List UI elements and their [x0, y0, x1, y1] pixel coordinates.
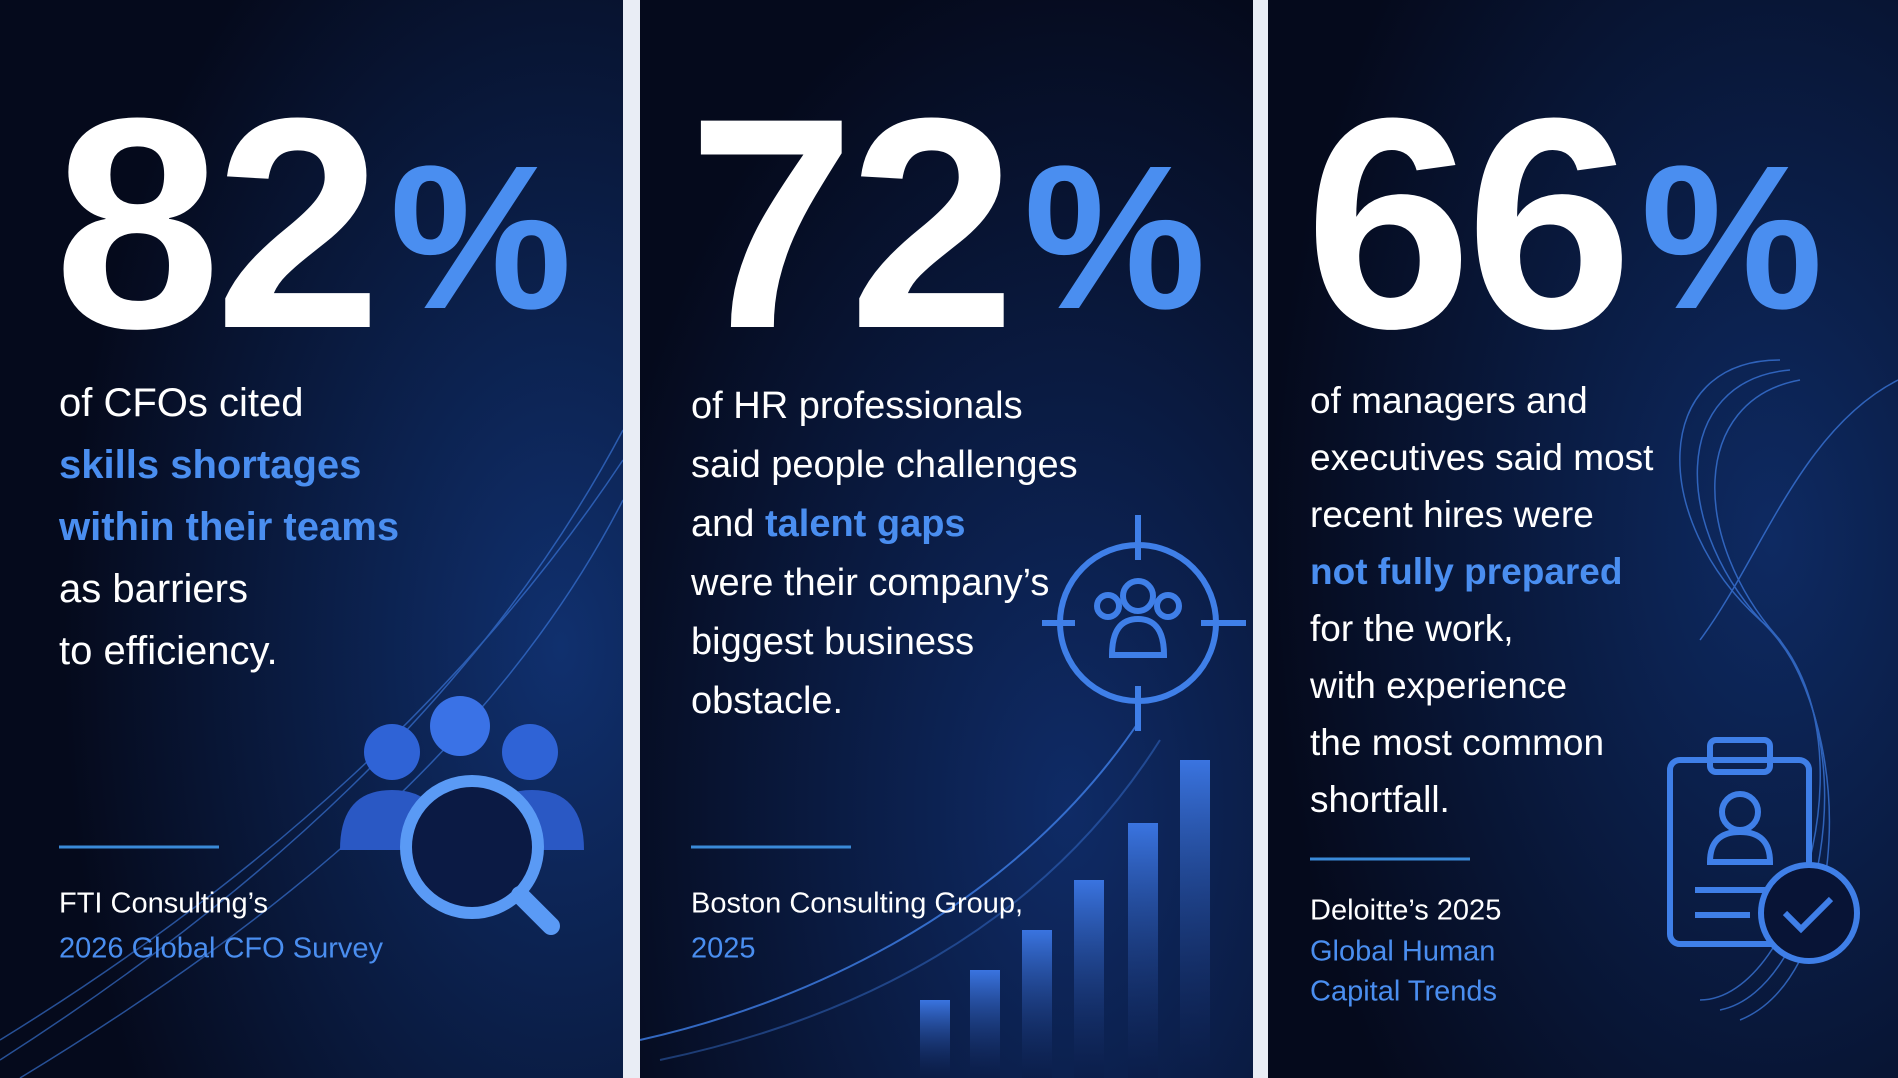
clipboard-icon	[1667, 737, 1860, 964]
description-line: for the work,	[1310, 608, 1514, 649]
target-icon	[1042, 515, 1246, 731]
description-text: for the work,	[1310, 608, 1514, 649]
panel-separator	[1253, 0, 1268, 1078]
panel-separator	[623, 0, 640, 1078]
stat-number: 72	[688, 55, 1010, 391]
source-text: Boston Consulting Group,	[691, 888, 1023, 920]
source-text: Deloitte’s 2025	[1310, 895, 1501, 927]
source-text: 2025	[691, 933, 756, 965]
description-line: executives said most	[1310, 437, 1654, 478]
description-line: recent hires were	[1310, 494, 1594, 535]
description-text: were their company’s	[690, 562, 1049, 604]
source-text: FTI Consulting’s	[59, 888, 268, 920]
stat-panel: 82 % of CFOs cited skills shortages within t…	[54, 55, 572, 965]
stat-number: 66	[1305, 55, 1627, 391]
stat-panel: 72 %of HR professionals said people challe…	[688, 55, 1206, 965]
description-text: with experience	[1309, 665, 1567, 706]
highlight-text: skills shortages	[59, 443, 361, 487]
description-line: were their company’s	[690, 562, 1049, 604]
description-line: skills shortages	[59, 443, 361, 487]
description-text: of HR professionals	[691, 385, 1023, 427]
description-line: the most common	[1310, 722, 1604, 763]
highlight-text: within their teams	[58, 505, 399, 549]
description-text: of CFOs cited	[59, 381, 304, 425]
description-text: shortfall.	[1310, 779, 1450, 820]
stat-panel: 66 % of managers and executives said most re…	[1305, 55, 1823, 1008]
stat-unit: %	[1024, 123, 1206, 352]
description-text: as barriers	[59, 567, 248, 611]
description-text: obstacle.	[691, 680, 843, 722]
description-line: said people challenges	[691, 444, 1078, 486]
description-text: biggest business	[691, 621, 974, 663]
description-line: obstacle.	[691, 680, 843, 722]
description-line: with experience	[1309, 665, 1567, 706]
people-search-icon	[340, 696, 584, 935]
description-line: as barriers	[59, 567, 248, 611]
description-line: to efficiency.	[59, 629, 278, 673]
source-text: Capital Trends	[1310, 976, 1497, 1008]
description-line: and talent gaps	[691, 503, 966, 545]
description-text: of managers and	[1310, 380, 1588, 421]
description-line: of HR professionals	[691, 385, 1023, 427]
source-text: 2026 Global CFO Survey	[59, 933, 383, 965]
growth-bars	[920, 760, 1210, 1078]
description-text: recent hires were	[1310, 494, 1594, 535]
description-text: said people challenges	[691, 444, 1078, 486]
source-text: Global Human	[1310, 936, 1495, 968]
stat-unit: %	[1641, 123, 1823, 352]
description-text: and	[691, 503, 765, 545]
stat-number: 82	[54, 55, 376, 391]
highlight-text: not fully prepared	[1310, 551, 1622, 592]
description-line: of CFOs cited	[59, 381, 304, 425]
description-line: of managers and	[1310, 380, 1588, 421]
description-line: within their teams	[58, 505, 399, 549]
description-line: not fully prepared	[1310, 551, 1622, 592]
description-text: to efficiency.	[59, 629, 278, 673]
description-line: biggest business	[691, 621, 974, 663]
description-text: executives said most	[1310, 437, 1654, 478]
description-text: the most common	[1310, 722, 1604, 763]
glow-curves	[639, 719, 1161, 1061]
highlight-text: talent gaps	[765, 503, 966, 545]
description-line: shortfall.	[1310, 779, 1450, 820]
stat-unit: %	[390, 123, 572, 352]
